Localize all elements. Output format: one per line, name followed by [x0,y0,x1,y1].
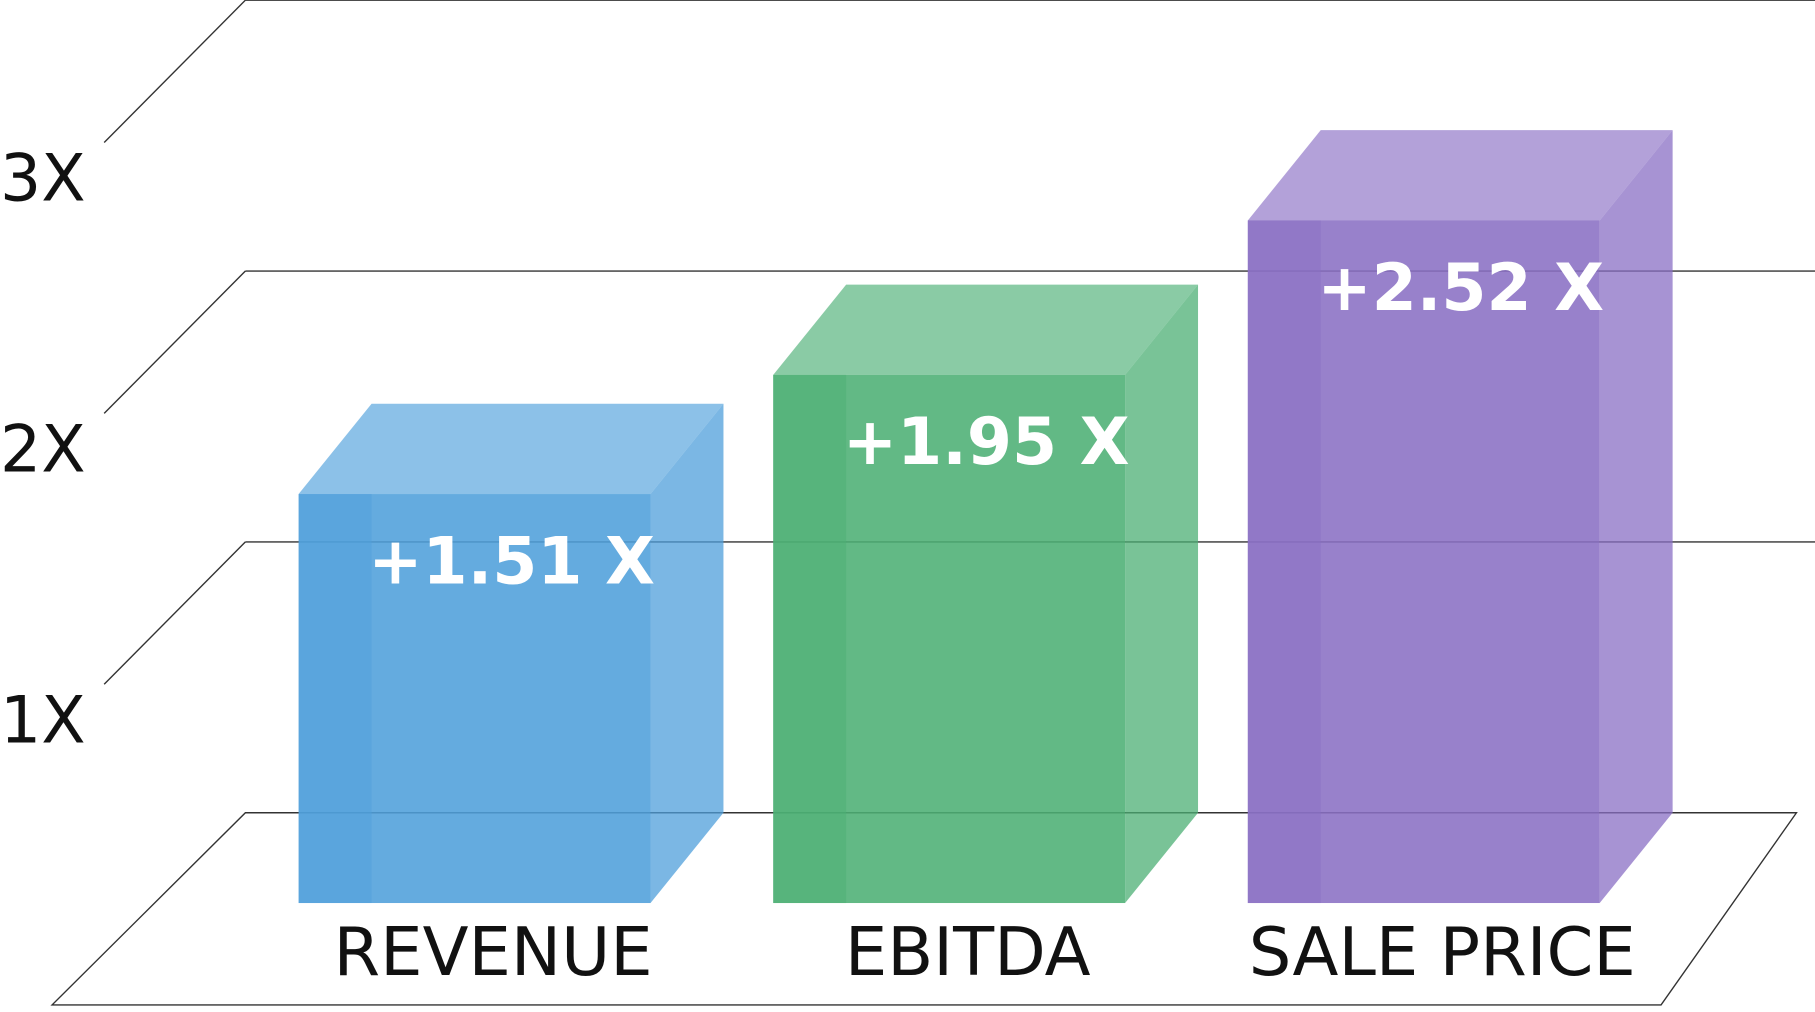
value-label: +1.51 X [368,524,655,599]
grid-line [103,541,246,685]
bar-top [1247,130,1673,221]
bar-side [1599,130,1673,904]
x-tick-label: SALE PRICE [1249,913,1636,991]
grid-line [103,0,246,144]
bar-edge [1247,220,1321,904]
bar-edge [298,494,372,904]
x-tick-label: EBITDA [845,913,1091,991]
value-label: +1.95 X [843,405,1130,480]
x-tick-label: REVENUE [334,913,653,991]
bar-top [298,403,724,495]
grid-line [103,270,246,414]
y-tick-label: 2X [0,412,86,487]
bar-side [1125,284,1199,904]
bar-top [773,284,1199,375]
bar-side [650,403,724,904]
bar-edge [773,374,847,904]
y-tick-label: 3X [0,142,86,217]
value-label: +2.52 X [1317,251,1604,326]
y-tick-label: 1X [0,683,86,758]
